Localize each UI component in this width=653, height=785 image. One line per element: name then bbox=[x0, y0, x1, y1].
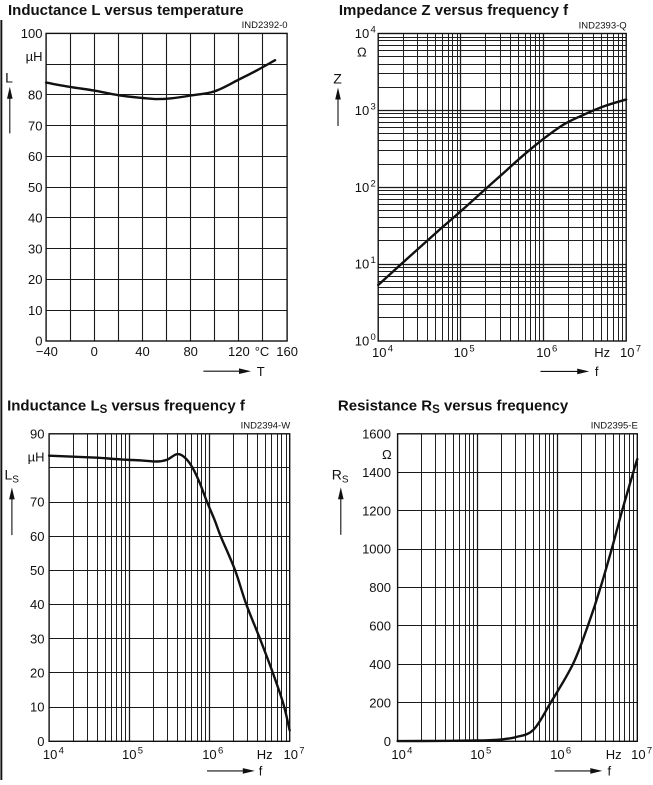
svg-text:0: 0 bbox=[384, 734, 391, 749]
svg-text:60: 60 bbox=[28, 149, 42, 164]
svg-text:40: 40 bbox=[30, 597, 44, 612]
svg-text:IND2393-Q: IND2393-Q bbox=[579, 20, 627, 31]
svg-text:L: L bbox=[5, 69, 13, 85]
svg-text:100: 100 bbox=[21, 26, 43, 41]
svg-text:Ω: Ω bbox=[357, 45, 367, 60]
svg-text:0: 0 bbox=[37, 734, 44, 749]
svg-text:60: 60 bbox=[30, 529, 44, 544]
svg-text:70: 70 bbox=[28, 118, 42, 133]
svg-text:20: 20 bbox=[30, 666, 44, 681]
svg-text:30: 30 bbox=[28, 241, 42, 256]
svg-text:10: 10 bbox=[30, 700, 44, 715]
svg-text:50: 50 bbox=[30, 563, 44, 578]
svg-text:f: f bbox=[608, 764, 612, 779]
svg-text:Hz: Hz bbox=[594, 345, 610, 360]
svg-text:IND2392-0: IND2392-0 bbox=[242, 20, 288, 31]
svg-text:40: 40 bbox=[135, 344, 149, 359]
svg-text:1000: 1000 bbox=[362, 542, 391, 557]
svg-text:20: 20 bbox=[28, 272, 42, 287]
svg-text:1400: 1400 bbox=[362, 465, 391, 480]
svg-text:90: 90 bbox=[30, 426, 44, 441]
svg-text:0: 0 bbox=[35, 334, 42, 349]
svg-text:f: f bbox=[595, 364, 599, 379]
svg-text:Hz: Hz bbox=[257, 747, 273, 762]
svg-text:160: 160 bbox=[276, 344, 298, 359]
svg-text:10: 10 bbox=[28, 303, 42, 318]
svg-text:1600: 1600 bbox=[362, 426, 391, 441]
svg-text:µH: µH bbox=[26, 49, 43, 64]
svg-text:Inductance L versus temperatur: Inductance L versus temperature bbox=[8, 2, 244, 19]
svg-text:80: 80 bbox=[28, 88, 42, 103]
svg-text:−40: −40 bbox=[36, 344, 58, 359]
svg-text:Impedance Z versus frequency f: Impedance Z versus frequency f bbox=[339, 2, 569, 19]
svg-text:Resistance RS versus frequency: Resistance RS versus frequency bbox=[338, 398, 569, 417]
svg-text:T: T bbox=[257, 364, 265, 379]
svg-text:80: 80 bbox=[183, 344, 197, 359]
svg-text:µH: µH bbox=[28, 450, 45, 465]
svg-text:Z: Z bbox=[333, 70, 342, 86]
svg-text:1200: 1200 bbox=[362, 503, 391, 518]
svg-text:0: 0 bbox=[91, 344, 98, 359]
svg-text:30: 30 bbox=[30, 631, 44, 646]
svg-text:120: 120 bbox=[228, 344, 250, 359]
svg-text:800: 800 bbox=[369, 580, 391, 595]
svg-text:°C: °C bbox=[255, 344, 270, 359]
svg-text:50: 50 bbox=[28, 180, 42, 195]
svg-text:200: 200 bbox=[369, 695, 391, 710]
svg-text:IND2395-E: IND2395-E bbox=[591, 421, 638, 432]
svg-text:Inductance LS versus frequency: Inductance LS versus frequency f bbox=[7, 398, 246, 417]
svg-text:IND2394-W: IND2394-W bbox=[241, 421, 291, 432]
svg-text:Hz: Hz bbox=[606, 747, 622, 762]
svg-text:70: 70 bbox=[30, 495, 44, 510]
svg-text:Ω: Ω bbox=[382, 447, 392, 462]
svg-text:400: 400 bbox=[369, 657, 391, 672]
svg-text:40: 40 bbox=[28, 211, 42, 226]
svg-text:600: 600 bbox=[369, 619, 391, 634]
svg-text:f: f bbox=[259, 764, 263, 779]
